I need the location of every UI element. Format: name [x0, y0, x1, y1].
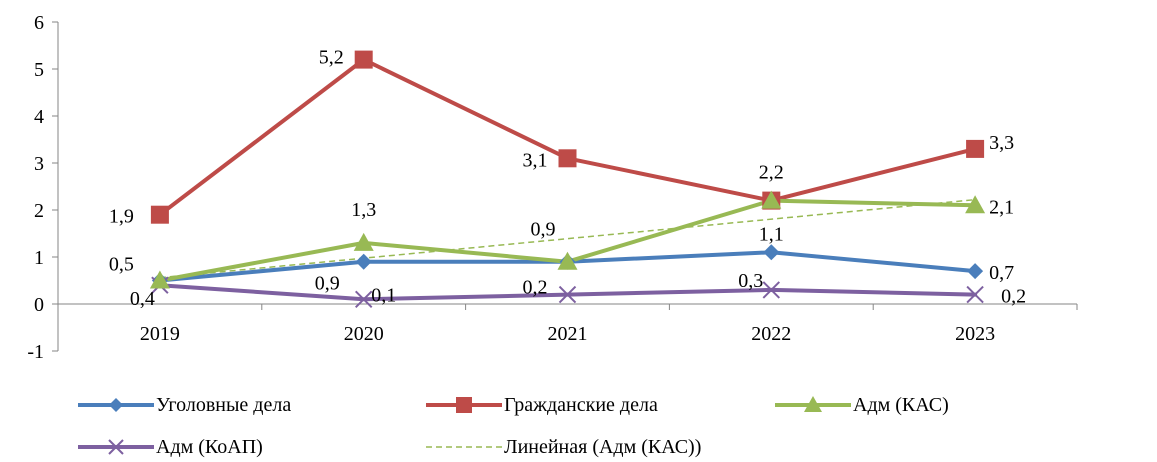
- y-tick-label: 5: [34, 59, 44, 81]
- y-tick-label: 1: [34, 247, 44, 269]
- data-label: 0,3: [738, 270, 763, 292]
- data-label: 1,9: [109, 206, 134, 228]
- chart: -1 0 1 2 3 4 5 6 2019 2020 2021 2022 2023 0,5 0,9 0,9 1,…: [27, 12, 1078, 363]
- y-tick-label: 0: [34, 294, 44, 316]
- data-point-diamond: [355, 253, 372, 270]
- x-tick-label: 2022: [751, 323, 791, 345]
- data-label: 5,2: [319, 47, 344, 69]
- data-point-x: [762, 281, 781, 299]
- legend-item-kas: Адм (КАС): [775, 390, 949, 420]
- data-label: 3,1: [523, 149, 548, 171]
- y-tick-label: 2: [34, 200, 44, 222]
- x-tick-label: 2023: [955, 323, 995, 345]
- data-point-triangle: [149, 270, 170, 289]
- legend: Уголовные дела Гражданские дела Адм (КАС…: [0, 380, 1157, 462]
- data-point-triangle: [965, 195, 986, 214]
- legend-swatch-diamond-icon: [78, 398, 154, 412]
- data-point-triangle: [353, 232, 374, 251]
- data-point-x: [354, 290, 373, 309]
- data-label: 0,9: [315, 273, 340, 295]
- series-line: [157, 283, 978, 302]
- data-label: 0,2: [523, 277, 548, 299]
- data-point-diamond: [967, 263, 984, 280]
- legend-item-trend: Линейная (Адм (КАС)): [426, 432, 701, 462]
- data-point-square: [354, 50, 373, 69]
- legend-label-trend: Линейная (Адм (КАС)): [504, 435, 702, 458]
- data-point-x: [966, 285, 984, 304]
- legend-swatch-triangle-icon: [775, 396, 851, 412]
- data-point-diamond: [763, 244, 780, 261]
- data-label: 0,1: [371, 284, 396, 306]
- data-label: 1,1: [759, 223, 784, 245]
- legend-label-koap: Адм (КоАП): [156, 435, 263, 458]
- data-label: 2,1: [989, 196, 1014, 218]
- data-label: 0,4: [130, 288, 155, 310]
- y-tick-label: 4: [34, 106, 44, 128]
- data-label: 0,9: [531, 219, 556, 241]
- legend-item-criminal: Уголовные дела: [78, 390, 291, 420]
- y-tick-label: 6: [34, 12, 44, 34]
- data-point-triangle: [557, 251, 578, 270]
- series-line: [157, 57, 978, 217]
- legend-item-civil: Гражданские дела: [426, 390, 658, 420]
- legend-swatch-x-icon: [78, 439, 154, 455]
- y-tick-label: -1: [27, 341, 44, 363]
- data-label: 3,3: [989, 132, 1014, 154]
- data-label: 2,2: [759, 162, 784, 184]
- data-point-square: [150, 205, 169, 224]
- x-tick-label: 2020: [344, 323, 384, 345]
- x-tick-label: 2019: [140, 323, 180, 345]
- trendline: [159, 198, 976, 279]
- data-point-square: [966, 139, 985, 158]
- x-tick-label: 2021: [548, 323, 588, 345]
- y-tick-label: 3: [34, 153, 44, 175]
- data-point-triangle: [761, 190, 782, 209]
- legend-swatch-dashed-icon: [426, 446, 502, 448]
- legend-label-civil: Гражданские дела: [504, 393, 658, 416]
- data-point-square: [558, 149, 577, 168]
- data-label: 0,2: [1001, 286, 1026, 308]
- legend-label-criminal: Уголовные дела: [156, 393, 292, 416]
- legend-label-kas: Адм (КАС): [853, 393, 949, 416]
- data-point-x: [558, 285, 577, 304]
- legend-item-koap: Адм (КоАП): [78, 432, 263, 462]
- legend-swatch-square-icon: [426, 397, 502, 413]
- data-label: 0,5: [109, 254, 134, 276]
- data-label: 0,7: [989, 262, 1014, 284]
- data-label: 1,3: [351, 199, 376, 221]
